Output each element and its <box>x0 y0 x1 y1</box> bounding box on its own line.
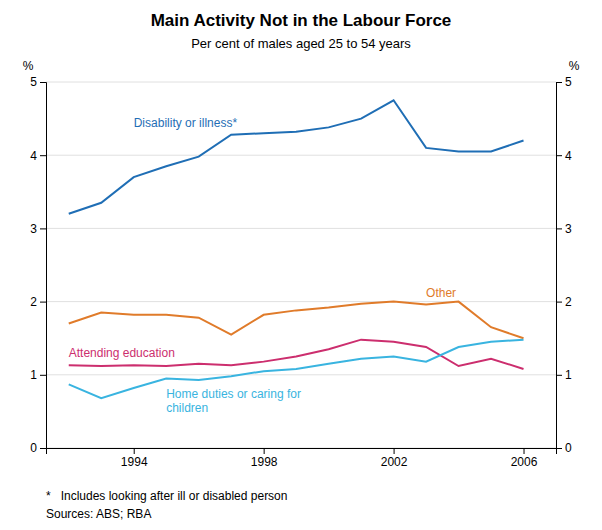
tick-mark <box>264 448 265 454</box>
tick-mark <box>556 155 562 156</box>
tick: 0 <box>30 441 46 455</box>
series-labels: Disability or illness* Other Attending edu… <box>69 116 456 416</box>
y2-axis: 0 1 2 3 4 5 <box>556 75 572 455</box>
tick: 4 <box>30 149 46 163</box>
tick-mark <box>556 448 562 449</box>
subtitle: Per cent of males aged 25 to 54 years <box>191 36 411 51</box>
x-axis: 1994 1998 2002 2006 <box>47 448 557 469</box>
tick: 1998 <box>251 448 278 469</box>
axis-line <box>47 449 557 455</box>
axis-line <box>557 83 563 449</box>
tick-mark <box>40 375 46 376</box>
tick: 3 <box>556 222 572 236</box>
tick-mark <box>556 82 562 83</box>
tick-label: 5 <box>30 75 37 89</box>
plot: 1994 1998 2002 2006 0 1 2 3 4 5 0 1 2 3 4 5%% Disability… <box>23 59 580 469</box>
tick-mark <box>40 448 46 449</box>
tick: 1 <box>556 368 572 382</box>
grid-line <box>46 82 556 83</box>
tick-mark <box>134 448 135 454</box>
tick-mark <box>556 375 562 376</box>
tick-mark <box>40 228 46 229</box>
series-label-line: children <box>166 401 208 415</box>
axis-line <box>40 83 47 449</box>
series-line <box>69 302 524 339</box>
grid-line <box>46 374 556 375</box>
series-label: Home duties or caring forchildren <box>166 387 301 415</box>
series-label-line: Home duties or caring for <box>166 387 301 401</box>
tick-mark <box>556 228 562 229</box>
tick-label: 0 <box>30 441 37 455</box>
series-label: Other <box>426 286 456 300</box>
title: Main Activity Not in the Labour Force <box>151 11 452 30</box>
tick: 0 <box>556 441 572 455</box>
tick-label: 3 <box>30 222 37 236</box>
tick: 2 <box>30 295 46 309</box>
grid-line <box>46 301 556 302</box>
tick-mark <box>40 302 46 303</box>
tick-label: 2006 <box>511 455 538 469</box>
lines <box>69 100 524 398</box>
series-line <box>69 100 524 213</box>
grid-line <box>46 228 556 229</box>
tick-mark <box>524 448 525 454</box>
tick: 1 <box>30 368 46 382</box>
tick: 2 <box>556 295 572 309</box>
tick-label: 4 <box>565 149 572 163</box>
tick: 2002 <box>381 448 408 469</box>
tick-label: 1 <box>30 368 37 382</box>
tick-label: 3 <box>565 222 572 236</box>
tick-label: 4 <box>30 149 37 163</box>
series-label-line: Other <box>426 286 456 300</box>
tick-label: 2 <box>565 295 572 309</box>
tick-label: 5 <box>565 75 572 89</box>
chart: Main Activity Not in the Labour Force Per… <box>0 0 602 530</box>
tick-label: 2002 <box>381 455 408 469</box>
tick: 5 <box>556 75 572 89</box>
tick-mark <box>40 155 46 156</box>
series-label: Attending education <box>69 346 175 360</box>
tick-label: 0 <box>565 441 572 455</box>
tick-mark <box>394 448 395 454</box>
series-label: Disability or illness* <box>134 116 238 130</box>
tick: 5 <box>30 75 46 89</box>
source: Sources: ABS; RBA <box>46 507 151 521</box>
tick-mark <box>556 302 562 303</box>
tick: 3 <box>30 222 46 236</box>
grid <box>46 82 556 448</box>
tick: 2006 <box>511 448 538 469</box>
tick-mark <box>40 82 46 83</box>
grid-line <box>46 155 556 156</box>
tick-label: 1998 <box>251 455 278 469</box>
series-label-line: Disability or illness* <box>134 116 238 130</box>
y-axis: 0 1 2 3 4 5 <box>30 75 46 455</box>
footnote: * Includes looking after ill or disabled… <box>46 489 287 503</box>
series-line <box>69 340 524 369</box>
tick-label: 2 <box>30 295 37 309</box>
tick: 4 <box>556 149 572 163</box>
axis-label: % <box>569 59 580 73</box>
tick-label: 1 <box>565 368 572 382</box>
tick: 1994 <box>121 448 148 469</box>
series-label-line: Attending education <box>69 346 175 360</box>
tick-label: 1994 <box>121 455 148 469</box>
axis-label: % <box>23 59 34 73</box>
